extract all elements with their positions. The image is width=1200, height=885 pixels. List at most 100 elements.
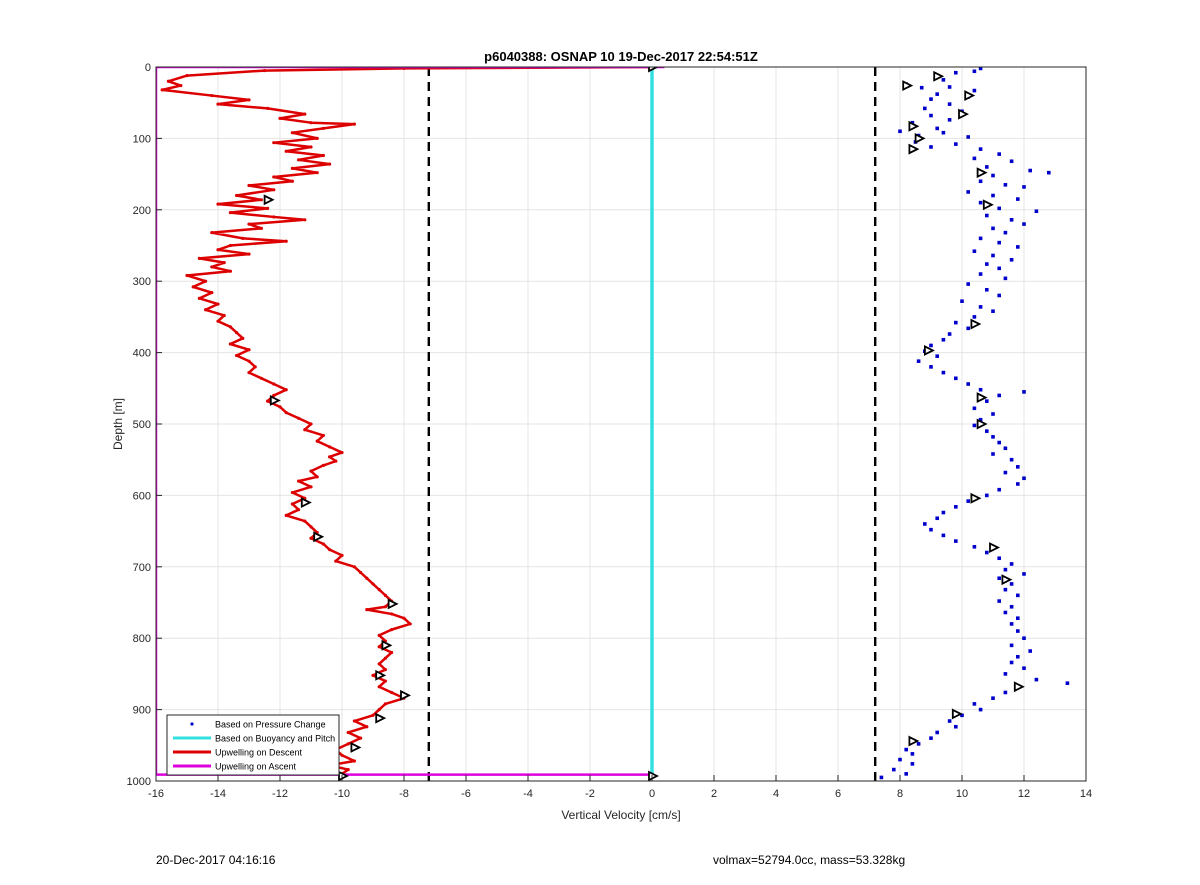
series-point	[303, 428, 307, 432]
series-point	[222, 313, 226, 318]
triangle-marker	[914, 132, 926, 144]
series-point	[1003, 470, 1008, 475]
series-point	[303, 218, 307, 222]
series-point	[947, 332, 952, 336]
series-point	[904, 772, 908, 776]
series-point	[377, 662, 381, 666]
series-point	[284, 410, 288, 415]
series-point	[315, 475, 319, 479]
series-line	[160, 67, 653, 775]
y-tick-label: 700	[133, 562, 151, 574]
series-point	[210, 291, 214, 295]
y-tick-label: 600	[133, 490, 151, 502]
series-point	[972, 156, 977, 161]
y-tick-label: 200	[133, 205, 151, 217]
series-point	[954, 539, 958, 543]
series-point	[904, 747, 908, 752]
series-point	[1003, 672, 1008, 676]
series-point	[371, 713, 375, 717]
series-point	[910, 752, 915, 756]
x-tick-label: 14	[1080, 788, 1092, 800]
triangle-marker	[964, 90, 976, 102]
series-point	[929, 736, 933, 740]
series-point	[284, 513, 288, 517]
series-point	[972, 702, 977, 706]
series-point	[365, 576, 369, 580]
series-point	[352, 565, 356, 569]
series-point	[290, 131, 294, 135]
series-point	[352, 759, 356, 763]
triangle-marker	[902, 80, 914, 92]
x-tick-label: 6	[835, 788, 841, 800]
series-point	[278, 116, 282, 121]
series-point	[247, 183, 251, 188]
series-point	[972, 315, 977, 319]
series-point	[1003, 610, 1008, 615]
series-point	[972, 249, 977, 254]
series-point	[954, 142, 958, 146]
legend-label: Based on Pressure Change	[215, 720, 326, 730]
series-point	[1028, 168, 1032, 173]
series-point	[197, 296, 201, 300]
series-point	[241, 236, 245, 240]
triangle-marker	[375, 712, 387, 724]
triangle-marker	[970, 318, 982, 330]
series-point	[228, 269, 232, 273]
series-point	[929, 527, 933, 532]
series-point	[328, 455, 332, 459]
series-point	[991, 173, 995, 178]
triangle-marker	[970, 492, 982, 504]
series-point	[879, 775, 884, 780]
triangle-marker	[1013, 681, 1025, 693]
triangle-marker	[908, 143, 920, 155]
series-point	[1009, 604, 1014, 609]
x-tick-label: -12	[272, 788, 288, 800]
triangle-marker	[381, 639, 393, 651]
series-point	[359, 736, 363, 740]
series-point	[303, 112, 307, 116]
series-point	[1009, 643, 1014, 648]
series-point	[359, 570, 363, 575]
series-point	[1022, 476, 1026, 481]
series-point	[235, 193, 239, 198]
series-point	[1016, 654, 1020, 659]
series-point	[991, 435, 995, 439]
series-point	[377, 588, 381, 592]
series-point	[352, 122, 356, 126]
series-point	[377, 685, 381, 689]
series-point	[390, 628, 394, 632]
series-point	[352, 719, 356, 723]
series-point	[1016, 482, 1020, 486]
series-point	[328, 445, 332, 449]
series-point	[972, 423, 977, 428]
series-point	[1016, 245, 1020, 249]
y-tick-label: 100	[133, 133, 151, 145]
series-point	[941, 78, 946, 82]
series-point	[185, 73, 189, 78]
series-point	[954, 724, 958, 729]
series-point	[166, 79, 170, 83]
triangle-marker	[976, 418, 988, 430]
series-point	[334, 459, 338, 463]
series-point	[947, 118, 952, 122]
series-point	[253, 365, 257, 369]
series-point	[997, 556, 1001, 561]
series-point	[1016, 197, 1020, 201]
series-point	[247, 222, 251, 226]
series-point	[309, 422, 313, 426]
series-point	[241, 336, 245, 340]
series-point	[985, 550, 989, 555]
y-tick-label: 900	[133, 705, 151, 717]
legend: Based on Pressure Change Based on Buoyanc…	[166, 714, 340, 776]
series-point	[985, 399, 989, 403]
series-point	[259, 376, 263, 380]
series-point	[340, 553, 344, 557]
series-point	[985, 493, 989, 498]
triangle-marker	[400, 689, 412, 701]
series-point	[1016, 593, 1020, 598]
series-point	[1016, 629, 1020, 633]
axis-ticks: -16 -14 -12 -10 -8 -6 -4 -2 0 2 4 6 8 10 12 14 0 100 200 30…	[127, 62, 1093, 800]
series-point	[1022, 666, 1026, 670]
series-point	[315, 171, 319, 175]
series-point	[272, 215, 276, 219]
